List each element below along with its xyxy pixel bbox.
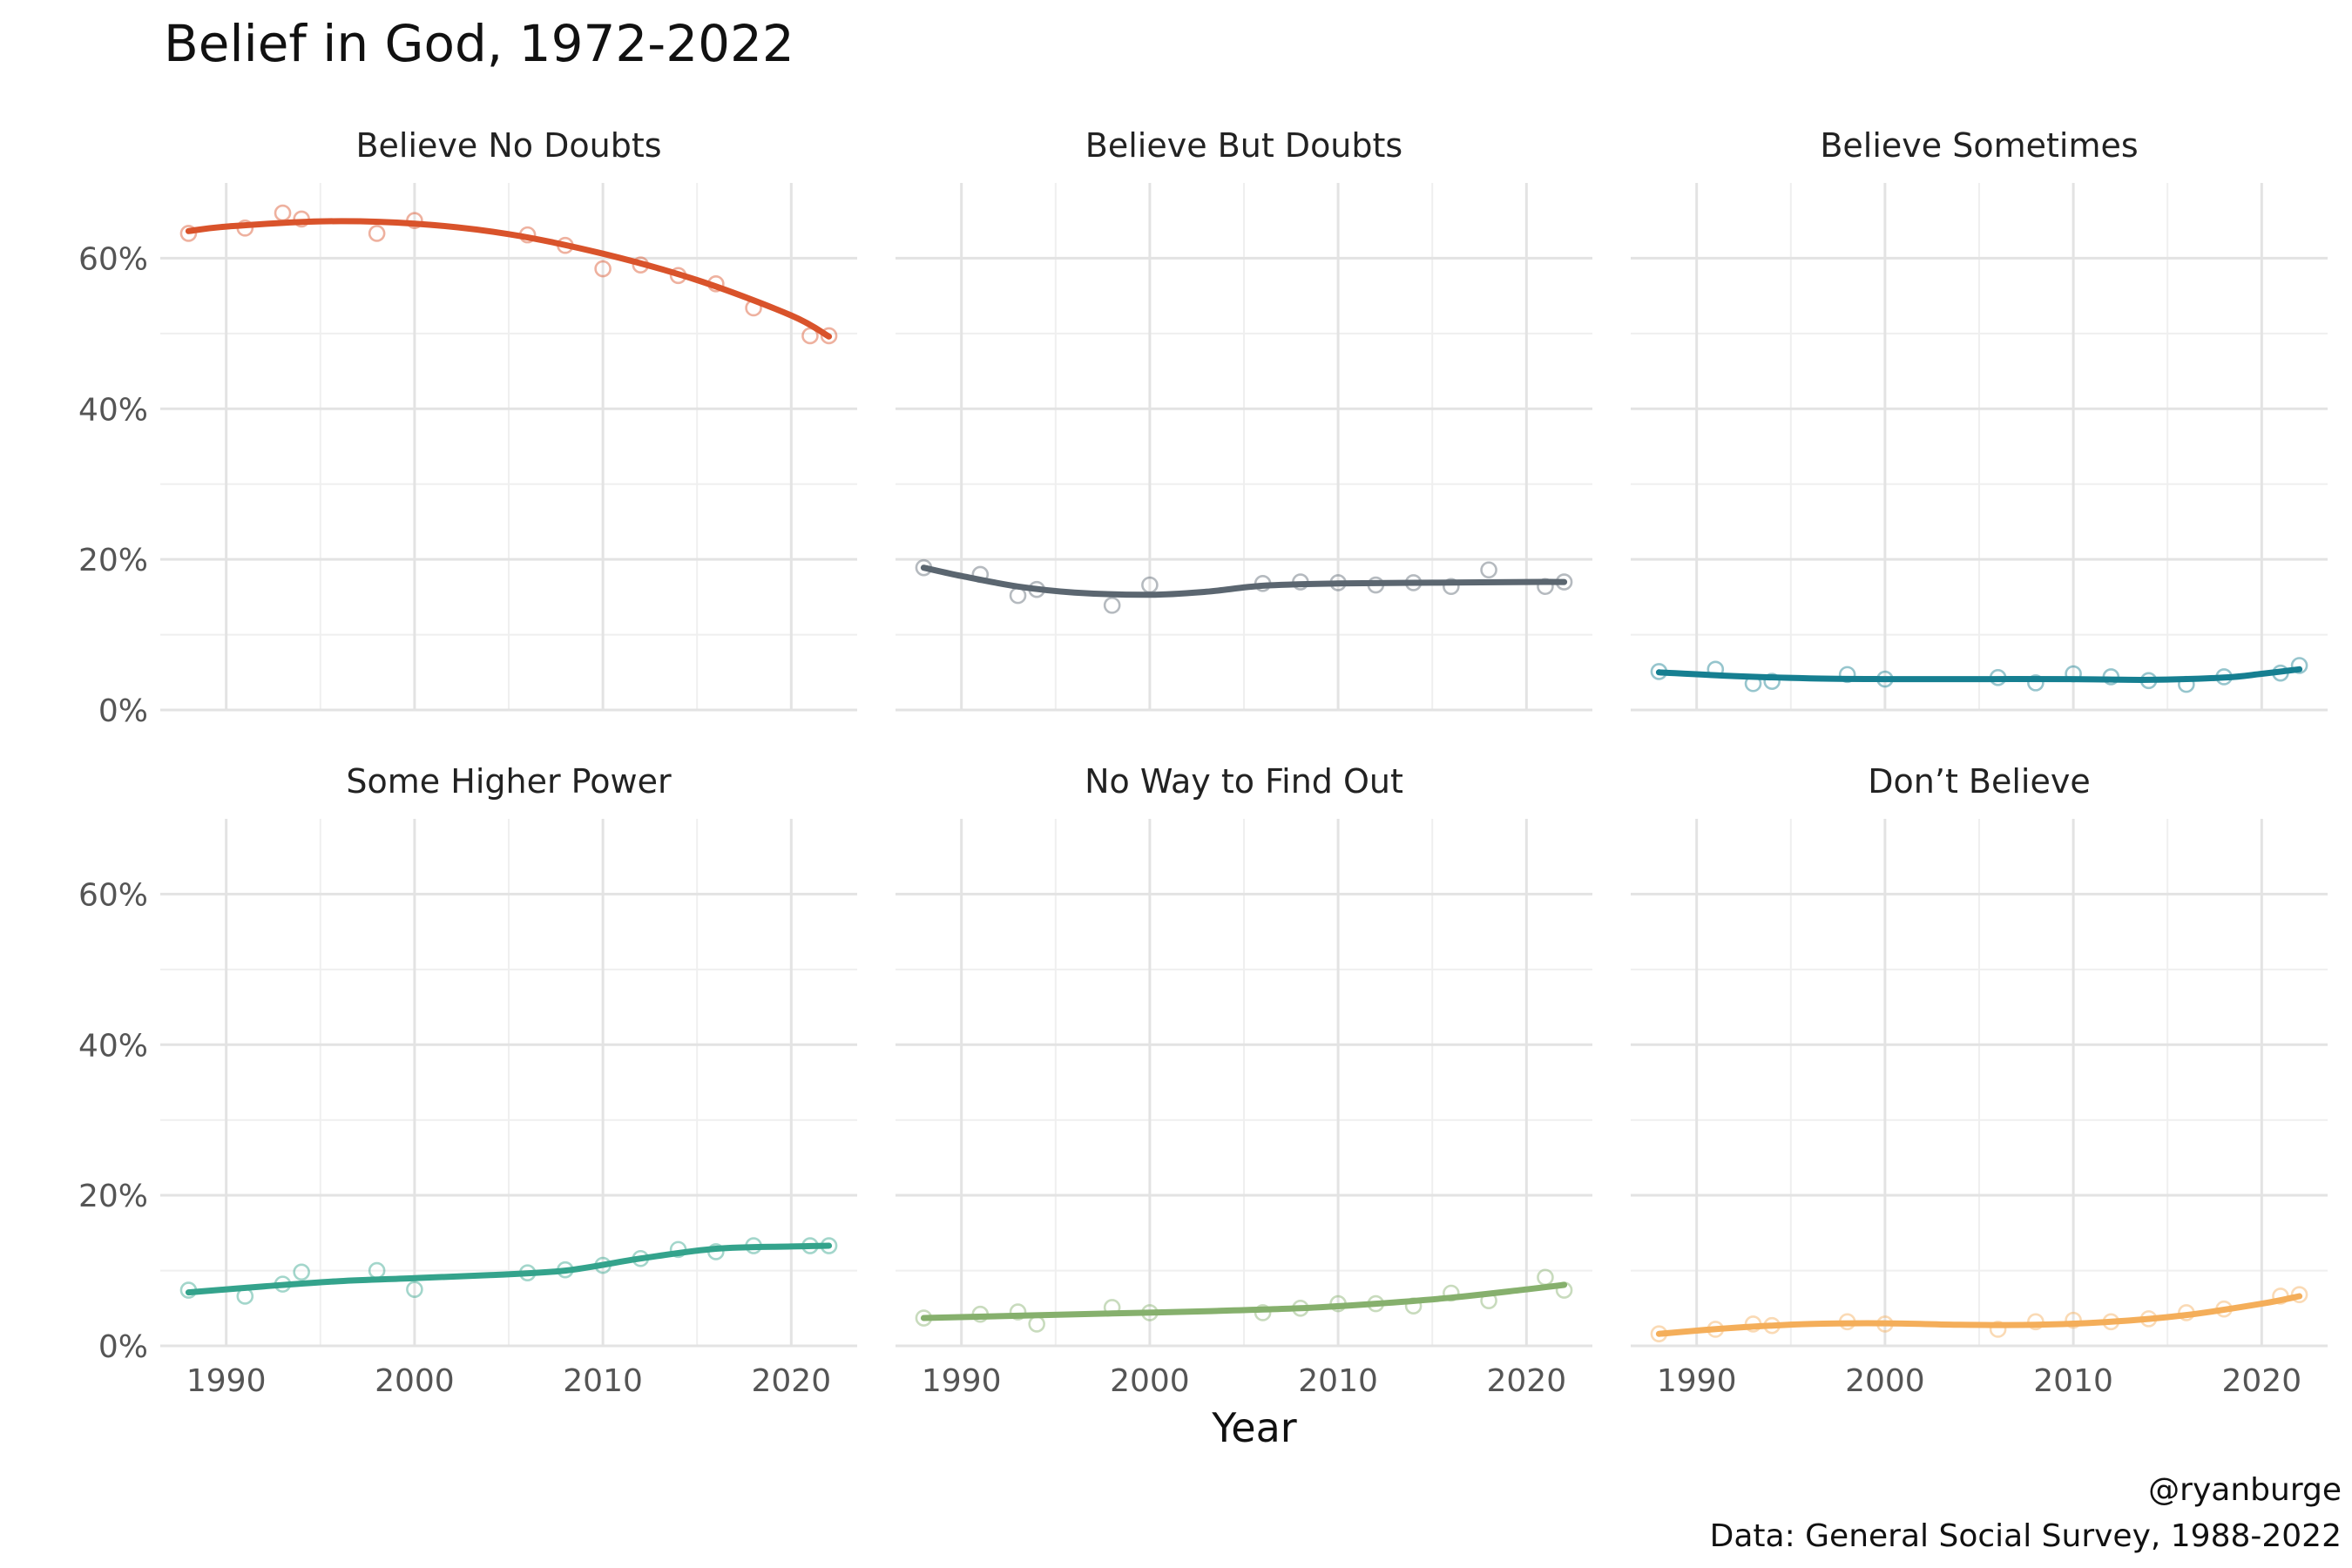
facet-panel: Believe But Doubts xyxy=(896,126,1592,712)
trend-line xyxy=(1655,666,2303,683)
data-point xyxy=(594,260,612,278)
x-axis-title: Year xyxy=(1211,1404,1296,1451)
data-point xyxy=(1103,597,1121,614)
y-tick-label: 0% xyxy=(98,1329,148,1365)
data-point xyxy=(1009,586,1027,605)
data-point xyxy=(2027,674,2044,692)
x-tick-label: 2020 xyxy=(2222,1363,2302,1399)
data-point xyxy=(1763,672,1781,690)
data-point xyxy=(820,327,838,345)
x-tick-label: 2020 xyxy=(752,1363,832,1399)
data-point xyxy=(2290,657,2308,674)
caption-source: Data: General Social Survey, 1988-2022 xyxy=(1710,1518,2342,1554)
data-point xyxy=(368,225,386,242)
facet-label: Believe No Doubts xyxy=(355,126,661,165)
data-point xyxy=(2065,1311,2082,1329)
trend-line xyxy=(1655,1293,2303,1337)
x-tick-label: 1990 xyxy=(186,1363,267,1399)
facet-label: Don’t Believe xyxy=(1868,762,2090,801)
facet-label: Some Higher Power xyxy=(346,762,672,801)
data-point xyxy=(179,225,198,242)
data-point xyxy=(801,327,819,345)
data-point xyxy=(293,1263,310,1281)
data-point xyxy=(1480,561,1497,579)
trend-line xyxy=(920,564,1568,598)
x-tick-label: 1990 xyxy=(1657,1363,1737,1399)
data-point xyxy=(1009,1303,1027,1321)
caption-handle: @ryanburge xyxy=(2148,1472,2342,1508)
facet-panel: Believe Sometimes xyxy=(1631,126,2328,712)
x-tick-label: 2010 xyxy=(1298,1363,1378,1399)
x-tick-label: 2000 xyxy=(375,1363,455,1399)
y-tick-label: 40% xyxy=(78,392,148,428)
y-tick-label: 20% xyxy=(78,543,148,578)
x-tick-label: 2000 xyxy=(1845,1363,1925,1399)
facet-panel: Some Higher Power 0% 20% 40% 60% 1990 2000 2010… xyxy=(78,762,857,1399)
data-point xyxy=(274,204,292,222)
facet-label: Believe But Doubts xyxy=(1085,126,1402,165)
facet-panel: Believe No Doubts 0% 20% 40% 60% xyxy=(78,126,857,729)
chart-title: Belief in God, 1972-2022 xyxy=(164,14,794,73)
x-tick-label: 2020 xyxy=(1487,1363,1567,1399)
facet-label: No Way to Find Out xyxy=(1085,762,1403,801)
facet-panel: Don’t Believe 1990 2000 2010 2020 xyxy=(1631,762,2328,1399)
data-point xyxy=(1537,1268,1554,1287)
data-point xyxy=(1028,1315,1045,1333)
data-point xyxy=(406,1281,423,1298)
x-tick-label: 2000 xyxy=(1110,1363,1190,1399)
x-tick-label: 2010 xyxy=(2033,1363,2113,1399)
y-tick-label: 60% xyxy=(78,877,148,913)
y-tick-label: 20% xyxy=(78,1179,148,1214)
facet-panels: Believe No Doubts 0% 20% 40% 60% Believe But … xyxy=(78,126,2328,1399)
data-point xyxy=(1443,578,1460,596)
y-tick-label: 60% xyxy=(78,241,148,277)
data-point xyxy=(1989,1321,2007,1338)
y-tick-label: 40% xyxy=(78,1028,148,1064)
trend-line xyxy=(920,1281,1568,1321)
facet-panel: No Way to Find Out 1990 2000 2010 2020 xyxy=(896,762,1592,1399)
trend-line xyxy=(185,1242,833,1296)
data-point xyxy=(2290,1286,2308,1304)
x-tick-label: 2010 xyxy=(563,1363,643,1399)
data-point xyxy=(1838,666,1856,684)
y-tick-label: 0% xyxy=(98,693,148,729)
facet-label: Believe Sometimes xyxy=(1820,126,2138,165)
x-tick-label: 1990 xyxy=(922,1363,1002,1399)
trend-line xyxy=(185,218,833,340)
